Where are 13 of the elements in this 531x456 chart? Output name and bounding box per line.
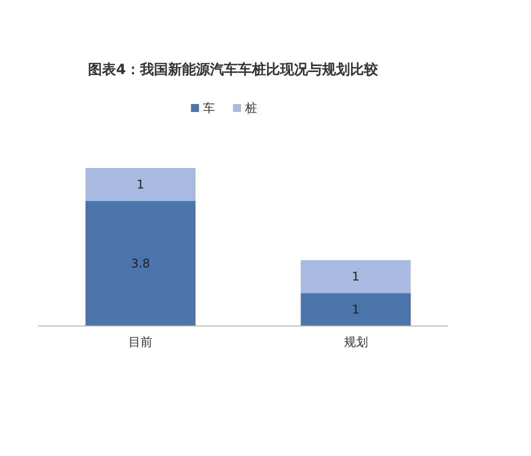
data-label: 1 [136,177,144,192]
bar [86,200,196,326]
bar [86,168,196,201]
bar [300,293,411,326]
chart-title: 图表4：我国新能源汽车车桩比现况与规划比较 [88,61,379,78]
x-tick-label: 目前 [128,335,152,349]
legend-label: 桩 [244,101,257,115]
x-tick-label: 规划 [344,335,368,349]
data-label: 3.8 [130,256,150,270]
legend-label: 车 [203,101,215,115]
data-label: 1 [352,270,360,284]
data-label: 1 [352,302,360,317]
bar [300,260,411,294]
